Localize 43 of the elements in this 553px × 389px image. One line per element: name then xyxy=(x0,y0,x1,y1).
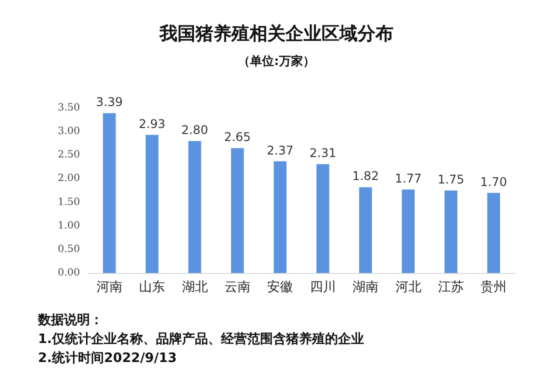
x-tick-label: 河南 xyxy=(96,280,122,295)
x-tick-label: 安徽 xyxy=(267,279,294,295)
y-tick-label: 3.00 xyxy=(58,126,80,138)
data-label: 1.70 xyxy=(480,174,508,189)
data-label: 1.75 xyxy=(438,172,464,186)
data-label: 3.39 xyxy=(96,95,123,110)
bar xyxy=(146,134,158,273)
bar xyxy=(231,148,244,273)
x-tick-label: 湖北 xyxy=(182,280,208,295)
bar xyxy=(274,161,287,273)
x-tick-label: 湖南 xyxy=(352,280,379,295)
data-label: 2.93 xyxy=(138,116,166,131)
y-tick-label: 0.00 xyxy=(58,268,80,278)
data-label: 1.77 xyxy=(394,172,422,186)
bar xyxy=(188,141,202,273)
data-label: 2.31 xyxy=(309,146,336,160)
text: 数据说明： xyxy=(37,313,103,328)
bar xyxy=(359,187,372,273)
x-tick-label: 山东 xyxy=(139,280,166,295)
text: 1.仅统计企业名称、品牌产品、经营范围含猪养殖的企业 xyxy=(38,331,364,347)
x-tick-label: 江苏 xyxy=(438,280,464,295)
y-tick-label: 1.50 xyxy=(58,196,80,208)
x-tick-label: 河北 xyxy=(395,280,422,295)
y-tick-label: 1.00 xyxy=(58,220,80,232)
y-tick-label: 0.50 xyxy=(58,244,80,255)
data-label: 2.37 xyxy=(266,143,294,158)
bar xyxy=(444,190,458,273)
x-tick-label: 四川 xyxy=(310,280,336,295)
data-label: 1.82 xyxy=(352,169,379,184)
y-tick-label: 2.50 xyxy=(58,150,80,161)
bar xyxy=(487,192,500,273)
x-tick-label: 贵州 xyxy=(480,280,507,295)
chart-title: 我国猪养殖相关企业区域分布 xyxy=(158,24,394,44)
x-tick-label: 云南 xyxy=(224,280,250,295)
y-tick-label: 2.00 xyxy=(58,173,80,184)
data-label: 2.80 xyxy=(181,123,208,137)
bar xyxy=(316,164,330,273)
y-tick-label: 3.50 xyxy=(58,102,80,114)
data-label: 2.65 xyxy=(224,130,251,144)
bar xyxy=(402,190,415,273)
bar xyxy=(102,113,116,273)
chart-subtitle: （单位:万家） xyxy=(238,54,315,68)
text: 2.统计时间2022/9/13 xyxy=(38,350,177,366)
